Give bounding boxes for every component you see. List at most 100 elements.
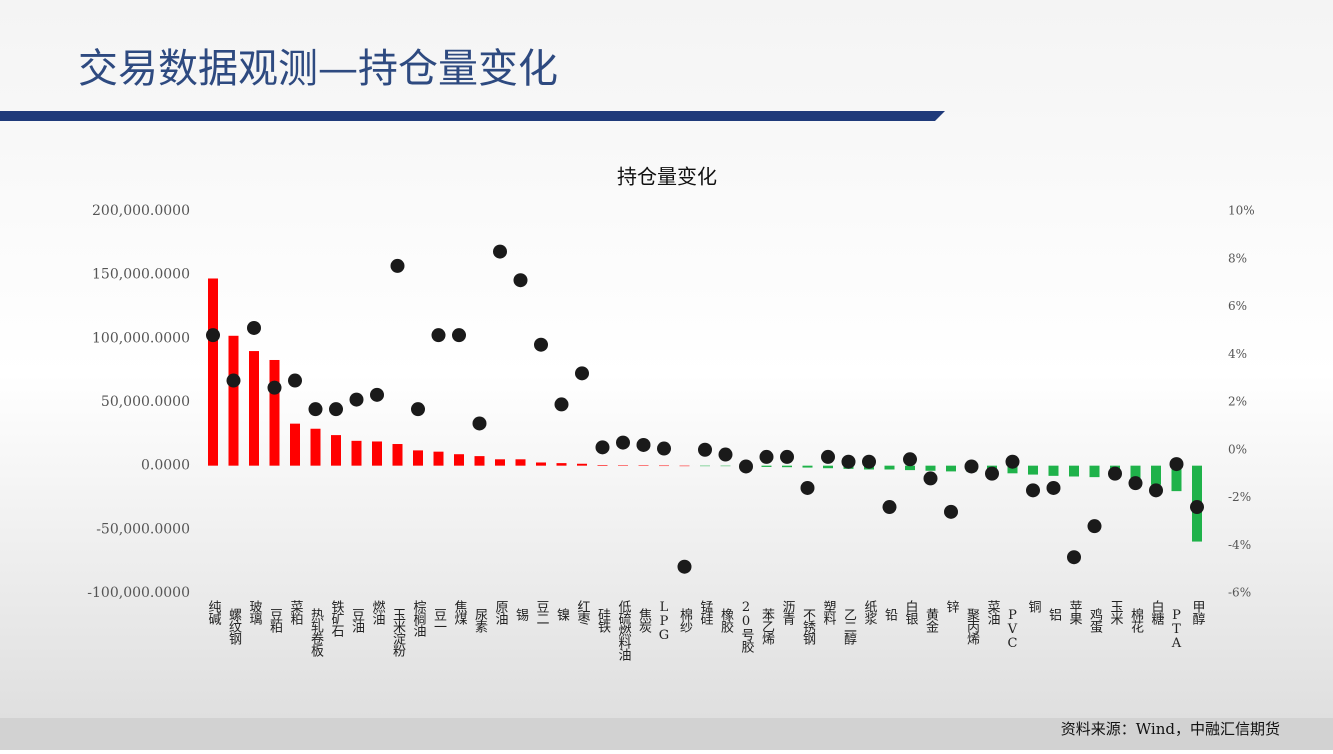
bar [577, 463, 587, 466]
x-tick-label: 棉花 [1128, 608, 1144, 634]
x-tick-label: 白糖 [1149, 599, 1165, 626]
bar [290, 423, 300, 466]
dot [841, 454, 856, 469]
x-tick-label: 黄金 [923, 608, 939, 633]
bar [905, 465, 915, 471]
bar [536, 462, 546, 466]
dot [903, 452, 917, 467]
bar [1069, 465, 1079, 477]
dot [472, 416, 487, 431]
x-tick-label: 低硫燃料油 [616, 600, 632, 661]
dot [821, 449, 835, 464]
x-tick-label: 不锈钢 [800, 608, 816, 646]
bar [1028, 465, 1038, 475]
bar [1151, 465, 1161, 485]
x-tick-label: 甲醇 [1190, 600, 1206, 625]
dot [288, 373, 302, 388]
x-tick-label: 棕榈油 [411, 600, 427, 637]
footer-band [0, 718, 1333, 750]
y2-tick-label: 10% [1228, 204, 1255, 218]
x-tick-label: 苹果 [1067, 600, 1083, 625]
dot [431, 328, 446, 343]
x-tick-label: 20号胶 [739, 600, 755, 654]
x-tick-label: PTA [1169, 608, 1184, 650]
bar [228, 335, 239, 466]
dot [1087, 519, 1102, 534]
x-tick-label: 豆油 [349, 608, 365, 633]
dot [534, 337, 548, 352]
x-tick-label: 鸡蛋 [1087, 607, 1103, 634]
bar [433, 451, 444, 466]
x-tick-label: 焦炭 [636, 608, 652, 634]
bar [269, 359, 280, 466]
dot [718, 447, 733, 462]
bar [1048, 465, 1059, 476]
y-tick-label: 0.0000 [141, 458, 190, 474]
dot [636, 437, 651, 452]
x-tick-label: 豆二 [534, 600, 550, 624]
x-tick-label: 玻璃 [247, 600, 263, 625]
dot [575, 366, 589, 381]
bar [454, 454, 464, 466]
x-tick-label: 燃油 [370, 599, 386, 625]
bar [884, 465, 895, 470]
y-tick-label: 100,000.0000 [92, 330, 190, 346]
x-tick-label: 玉米淀粉 [390, 608, 406, 657]
slide-title: 交易数据观测—持仓量变化 [78, 46, 558, 92]
bar [597, 465, 608, 466]
y2-tick-label: -2% [1228, 490, 1251, 504]
bar [802, 465, 813, 468]
x-tick-label: 焦煤 [452, 600, 468, 625]
x-tick-label: 原油 [493, 600, 509, 625]
dot [780, 449, 794, 464]
dot [964, 459, 979, 474]
x-tick-label: 沥青 [780, 600, 796, 625]
x-tick-label: 白银 [903, 599, 919, 625]
bar [413, 450, 423, 466]
y2-tick-label: 2% [1228, 395, 1247, 409]
dot [1149, 483, 1163, 498]
x-tick-label: 螺纹钢 [226, 608, 242, 646]
x-tick-label: 苯乙烯 [759, 608, 775, 645]
dot [390, 258, 405, 273]
dot [349, 392, 364, 407]
x-tick-label: 豆一 [431, 608, 447, 632]
chart-title: 持仓量变化 [617, 165, 717, 189]
x-tick-label: 红枣 [575, 599, 591, 625]
bar [556, 463, 567, 466]
bar [392, 444, 403, 466]
dot [513, 273, 528, 288]
x-tick-label: 硅铁 [595, 608, 611, 633]
x-tick-label: 铜 [1026, 600, 1042, 613]
x-tick-label: 豆粕 [267, 608, 283, 633]
dot [759, 449, 774, 464]
bar [700, 465, 710, 467]
x-tick-label: 橡胶 [718, 608, 734, 634]
dot [1128, 476, 1143, 491]
y-tick-label: -50,000.0000 [96, 521, 190, 537]
x-tick-label: 纯碱 [206, 600, 222, 625]
bar [208, 278, 218, 466]
dot [616, 435, 630, 450]
x-tick-label: 锰硅 [698, 600, 714, 624]
dot [1005, 454, 1020, 469]
dot [267, 380, 282, 395]
bar [638, 465, 649, 466]
x-tick-label: 镍 [554, 608, 570, 621]
bar [720, 465, 731, 467]
x-tick-label: 菜粕 [288, 600, 304, 625]
bar [1130, 465, 1141, 481]
x-tick-label: 棉纱 [677, 608, 693, 633]
dot [698, 442, 712, 457]
y2-tick-label: -4% [1228, 538, 1251, 552]
x-tick-label: 塑料 [821, 600, 837, 625]
x-tick-label: 菜油 [985, 600, 1001, 625]
dot [882, 500, 897, 515]
bar [351, 440, 362, 466]
dot [800, 480, 815, 495]
y2-tick-label: 8% [1228, 251, 1247, 265]
y2-tick-label: 0% [1228, 442, 1247, 456]
dot [862, 454, 876, 469]
